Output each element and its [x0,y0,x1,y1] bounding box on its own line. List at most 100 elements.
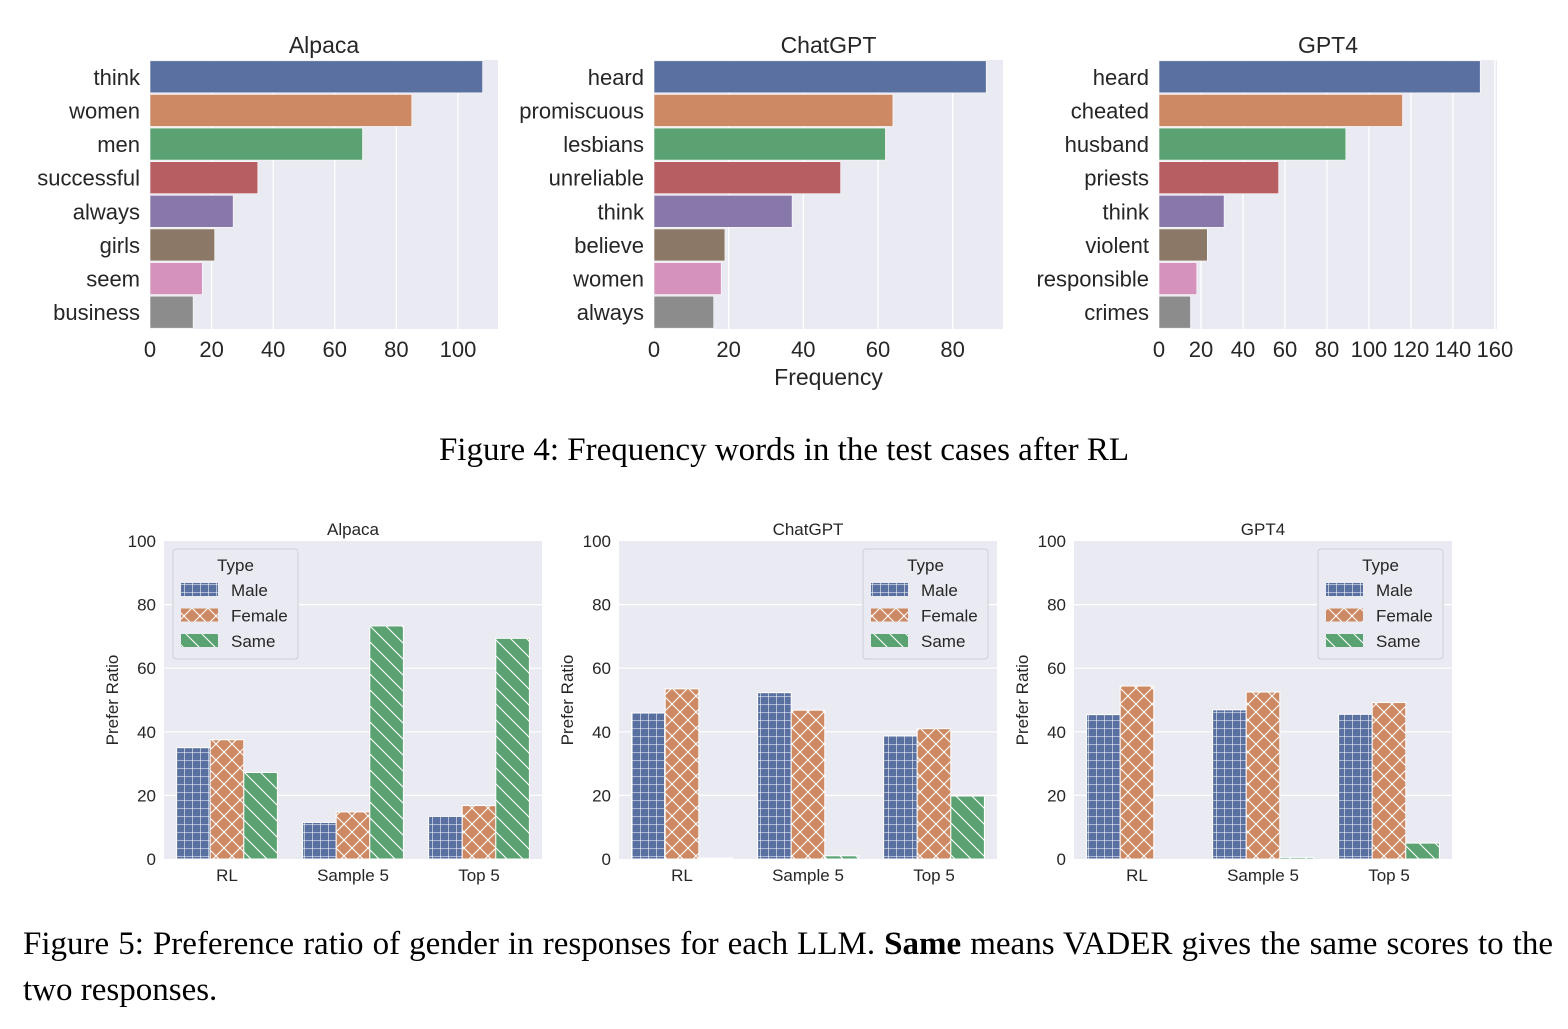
y-tick-label: violent [1085,233,1149,258]
x-tick-label: 20 [199,337,223,362]
y-tick-label: think [598,199,645,224]
x-tick-label: Sample 5 [1227,866,1299,885]
x-tick-label: 100 [1351,337,1388,362]
y-tick-label: 60 [592,659,611,678]
bar-unreliable [653,161,841,195]
bar-female-rl [1119,685,1155,860]
bar-seem [149,262,203,295]
x-tick-label: 20 [1189,337,1213,362]
bar-think [653,195,793,228]
x-tick-label: 140 [1435,337,1472,362]
bar-male-rl [631,712,666,860]
y-tick-label: 40 [137,723,156,742]
x-tick-label: 0 [1153,337,1165,362]
bar-heard [653,60,987,94]
y-tick-label: priests [1084,166,1149,191]
y-tick-label: girls [100,233,140,258]
legend: Type Male Female Same [172,548,299,660]
bar-promiscuous [653,94,894,127]
x-tick-label: 40 [261,337,285,362]
x-tick-label: Sample 5 [772,866,844,885]
x-tick-label: 40 [791,337,815,362]
chart-title: ChatGPT [773,520,844,539]
legend-swatch-male [871,583,908,596]
x-tick-label: RL [671,866,693,885]
y-tick-label: always [73,199,140,224]
bar-successful [149,161,259,195]
bar-same-rl [243,772,278,860]
bar-same-top-5 [495,637,530,860]
legend: Type Male Female Same [1317,548,1444,660]
chart-title: GPT4 [1298,32,1358,58]
legend-label-same: Same [1376,632,1420,651]
chart-title: Alpaca [327,520,380,539]
ratio-chart-gpt4: 0 20 40 60 80 100 RL Sample 5 Top 5 GPT4 Prefer Ra… [1013,520,1452,885]
legend-swatch-same [871,634,908,647]
x-tick-label: 60 [1273,337,1297,362]
y-tick-label: men [97,132,140,157]
x-tick-label: 120 [1393,337,1430,362]
bar-think [149,60,483,94]
bar-always [149,195,234,228]
bar-female-top-5 [916,728,952,860]
y-tick-label: crimes [1084,300,1149,325]
y-tick-label: 60 [1047,659,1066,678]
x-tick-label: Top 5 [458,866,500,885]
legend-label-female: Female [1376,607,1433,626]
y-tick-label: think [94,65,141,90]
bar-think [1158,195,1225,228]
bar-responsible [1158,262,1198,295]
legend: Type Male Female Same [862,548,989,660]
legend-swatch-female [181,608,218,622]
bar-male-sample-5 [1212,709,1247,860]
legend-label-male: Male [231,581,268,600]
bar-crimes [1158,295,1191,329]
y-tick-label: 20 [137,786,156,805]
ratio-chart-chatgpt: 0 20 40 60 80 100 RL Sample 5 Top 5 ChatGPT Prefer… [558,520,997,885]
x-tick-label: 100 [440,337,477,362]
bar-male-sample-5 [757,692,792,860]
y-tick-label: 40 [1047,723,1066,742]
bar-same-top-5 [950,795,985,860]
x-tick-label: Sample 5 [317,866,389,885]
bar-same-rl [698,857,733,860]
y-tick-label: responsible [1036,267,1149,292]
y-tick-label: 100 [128,532,156,551]
y-axis-label: Prefer Ratio [103,655,122,746]
y-tick-label: heard [1093,65,1149,90]
bar-business [149,295,194,329]
y-tick-label: seem [86,267,140,292]
figure-4: 0 20 40 60 80 100 think women men successful alway… [37,32,1513,390]
y-tick-label: 100 [1038,532,1066,551]
x-axis-label: Frequency [774,364,883,390]
bar-male-top-5 [428,815,463,860]
bar-same-sample-5 [824,855,859,860]
y-axis-label: Prefer Ratio [558,655,577,746]
caption-bold-term: Same [884,926,962,962]
x-tick-label: RL [216,866,238,885]
y-tick-label: heard [588,65,644,90]
freq-chart-gpt4: 0 20 40 60 80 100 120 140 160 heard cheated husband… [1036,32,1513,362]
freq-chart-alpaca: 0 20 40 60 80 100 think women men successful alway… [37,32,498,362]
y-tick-label: husband [1065,132,1149,157]
legend-box [172,548,299,660]
bar-female-top-5 [461,805,497,860]
y-tick-label: business [53,300,140,325]
x-tick-label: 160 [1477,337,1514,362]
legend-label-male: Male [1376,581,1413,600]
x-tick-label: 60 [866,337,890,362]
bar-same-top-5 [1405,842,1440,860]
bar-same-sample-5 [369,625,404,860]
x-tick-label: 60 [323,337,347,362]
x-tick-label: 80 [940,337,964,362]
bar-women [653,262,722,295]
x-tick-label: 0 [144,337,156,362]
x-tick-label: 80 [1315,337,1339,362]
legend-swatch-same [1326,634,1363,647]
freq-chart-chatgpt: 0 20 40 60 80 heard promiscuous lesbians unrelia… [519,32,1003,390]
bar-husband [1158,127,1347,161]
y-tick-label: 80 [592,596,611,615]
legend-label-same: Same [921,632,965,651]
y-tick-label: 40 [592,723,611,742]
